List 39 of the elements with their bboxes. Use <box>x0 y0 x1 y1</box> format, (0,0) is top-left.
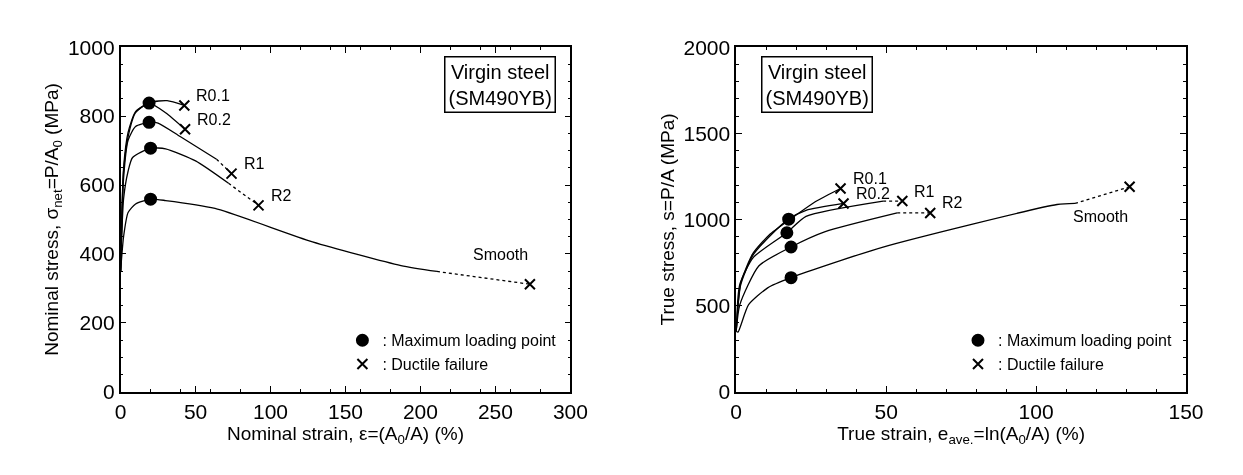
annotation: R0.1 <box>196 87 230 104</box>
y-axis-title: True stress, s=P/A (MPa) <box>656 113 678 326</box>
annotation: Smooth <box>1073 208 1129 225</box>
annotation: R1 <box>914 183 935 200</box>
x-tick-label: 150 <box>327 399 364 423</box>
y-tick-label: 1000 <box>67 35 115 59</box>
y-tick-label: 400 <box>79 242 115 266</box>
y-tick-label: 1000 <box>683 207 731 231</box>
legend-label: : Ductile failure <box>382 356 489 374</box>
legend-label: : Maximum loading point <box>382 332 557 350</box>
x-tick-label: 50 <box>874 399 898 423</box>
x-tick-label: 250 <box>477 399 513 423</box>
annotation: R0.2 <box>197 111 231 128</box>
annotation: R2 <box>942 194 963 211</box>
y-tick-label: 600 <box>79 173 115 197</box>
annotation: R0.2 <box>856 185 890 202</box>
x-axis-title: True strain, e$_{ave.}$=ln(A$_{0}$/A) (%) <box>837 422 1085 447</box>
y-tick-label: 1500 <box>683 121 731 145</box>
x-axis-title: Nominal strain, ε=(A$_{0}$/A) (%) <box>226 422 465 447</box>
y-tick-label: 500 <box>695 293 731 317</box>
x-tick-label: 100 <box>253 399 289 423</box>
annotation: Smooth <box>473 246 529 263</box>
x-tick-label: 50 <box>183 399 208 423</box>
annotation: R2 <box>271 187 292 204</box>
y-tick-label: 2000 <box>683 35 731 59</box>
annotation: Virgin steel (SM490YB) <box>765 60 869 109</box>
x-tick-label: 300 <box>552 399 588 423</box>
y-tick-label: 800 <box>79 104 115 128</box>
annotation: R1 <box>244 155 265 172</box>
y-tick-label: 200 <box>79 311 115 335</box>
y-tick-label: 0 <box>718 380 731 404</box>
legend-label: : Ductile failure <box>998 356 1104 374</box>
x-tick-label: 100 <box>1018 399 1054 423</box>
annotation: Virgin steel (SM490YB) <box>448 60 552 109</box>
x-tick-label: 200 <box>402 399 438 423</box>
x-tick-label: 150 <box>1168 399 1204 423</box>
annotation: R0.1 <box>853 170 887 187</box>
legend-label: : Maximum loading point <box>998 332 1172 350</box>
y-tick-label: 0 <box>102 380 115 404</box>
